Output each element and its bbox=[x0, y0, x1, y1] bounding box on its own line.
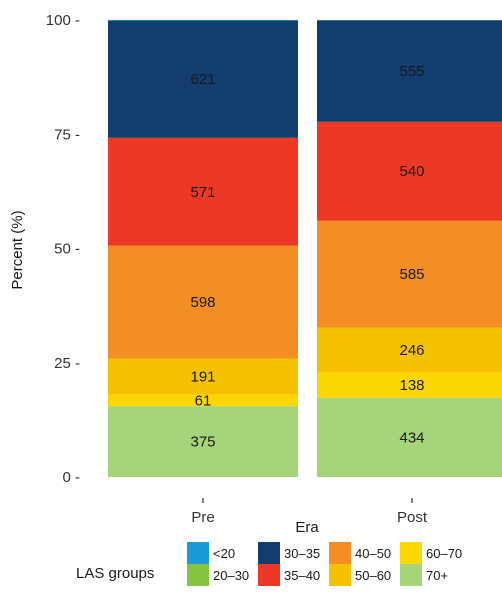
legend-label: 70+ bbox=[426, 568, 448, 583]
legend-item: 70+ bbox=[400, 564, 448, 586]
bar-segment bbox=[108, 20, 298, 138]
legend-label: 35–40 bbox=[284, 568, 320, 583]
bar-segment bbox=[108, 406, 298, 477]
segment-count-label: 585 bbox=[399, 266, 424, 283]
legend-item: 35–40 bbox=[258, 564, 320, 586]
y-tick-label: 0 - bbox=[62, 469, 80, 486]
bar-segment bbox=[108, 245, 298, 359]
y-axis: 0 - 25 - 50 - 75 - 100 - bbox=[46, 12, 80, 486]
legend-swatch bbox=[187, 564, 209, 586]
segment-count-label: 434 bbox=[399, 429, 424, 446]
segment-count-label: 246 bbox=[399, 342, 424, 359]
legend-label: 20–30 bbox=[213, 568, 249, 583]
segment-count-label: 598 bbox=[190, 294, 215, 311]
legend-swatch bbox=[187, 542, 209, 564]
segment-count-label: 138 bbox=[399, 377, 424, 394]
bar-segment bbox=[317, 327, 502, 373]
y-tick-label: 75 - bbox=[54, 126, 80, 143]
legend-swatch bbox=[400, 564, 422, 586]
bar-segment bbox=[108, 137, 298, 246]
legend-swatch bbox=[329, 564, 351, 586]
bar-segment bbox=[317, 372, 502, 398]
legend-item: <20 bbox=[187, 542, 235, 564]
y-axis-title: Percent (%) bbox=[9, 210, 26, 289]
x-axis-title: Era bbox=[295, 519, 319, 536]
legend-label: <20 bbox=[213, 546, 235, 561]
bar-segment bbox=[317, 121, 502, 221]
legend-swatch bbox=[258, 542, 280, 564]
bar-segment bbox=[317, 20, 502, 122]
legend-label: 40–50 bbox=[355, 546, 391, 561]
bar-segment bbox=[317, 220, 502, 328]
segment-count-label: 621 bbox=[190, 71, 215, 88]
x-axis: Pre Post bbox=[191, 498, 428, 526]
bar-segment bbox=[108, 394, 298, 407]
y-tick-label: 25 - bbox=[54, 355, 80, 372]
bar-stack-post: 434 138 246 585 540 555 bbox=[317, 20, 502, 477]
segment-count-label: 540 bbox=[399, 163, 424, 180]
legend-item: 20–30 bbox=[187, 564, 249, 586]
bar-stack-pre: 375 61 191 598 571 621 bbox=[108, 20, 298, 477]
segment-count-label: 555 bbox=[399, 63, 424, 80]
segment-count-label: 191 bbox=[190, 369, 215, 386]
legend-item: 40–50 bbox=[329, 542, 391, 564]
y-tick-label: 100 - bbox=[46, 12, 80, 29]
legend-label: 60–70 bbox=[426, 546, 462, 561]
x-tick-label: Post bbox=[397, 509, 428, 526]
legend: LAS groups <20 20–30 30–35 35–40 40–50 50–60 6… bbox=[76, 542, 462, 586]
bar-segment bbox=[108, 358, 298, 395]
y-tick-label: 50 - bbox=[54, 241, 80, 258]
legend-title: LAS groups bbox=[76, 565, 154, 582]
segment-count-label: 375 bbox=[190, 434, 215, 451]
x-tick-label: Pre bbox=[191, 509, 214, 526]
bar-segment bbox=[317, 397, 502, 477]
bar-segment bbox=[108, 20, 298, 21]
legend-swatch bbox=[329, 542, 351, 564]
segment-count-label: 571 bbox=[190, 184, 215, 201]
segment-count-label: 61 bbox=[195, 392, 212, 409]
legend-label: 30–35 bbox=[284, 546, 320, 561]
legend-swatch bbox=[258, 564, 280, 586]
legend-item: 50–60 bbox=[329, 564, 391, 586]
legend-item: 30–35 bbox=[258, 542, 320, 564]
bars: 375 61 191 598 571 621 434 138 246 585 540 555 bbox=[108, 20, 502, 477]
legend-label: 50–60 bbox=[355, 568, 391, 583]
legend-swatch bbox=[400, 542, 422, 564]
legend-item: 60–70 bbox=[400, 542, 462, 564]
